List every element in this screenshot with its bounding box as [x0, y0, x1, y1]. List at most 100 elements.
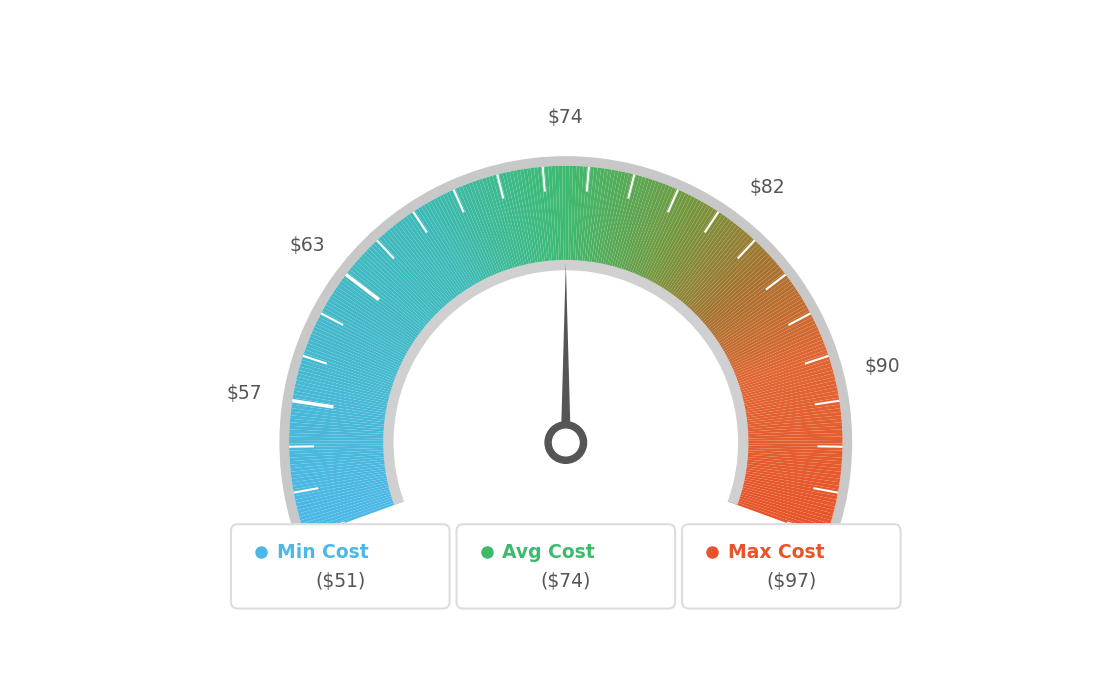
- Wedge shape: [289, 454, 395, 465]
- Wedge shape: [607, 174, 636, 277]
- Wedge shape: [310, 333, 408, 377]
- Wedge shape: [636, 190, 682, 287]
- Wedge shape: [628, 185, 669, 284]
- Wedge shape: [729, 493, 830, 527]
- Wedge shape: [359, 256, 439, 328]
- Wedge shape: [719, 317, 814, 367]
- Wedge shape: [731, 366, 832, 397]
- Wedge shape: [737, 436, 842, 441]
- Wedge shape: [412, 210, 473, 300]
- Wedge shape: [381, 234, 453, 315]
- Wedge shape: [304, 497, 404, 534]
- Wedge shape: [659, 210, 720, 300]
- Wedge shape: [297, 373, 400, 402]
- Wedge shape: [297, 484, 400, 513]
- Wedge shape: [735, 401, 840, 419]
- Wedge shape: [644, 196, 696, 291]
- Wedge shape: [673, 227, 742, 310]
- Wedge shape: [734, 476, 837, 500]
- Wedge shape: [300, 491, 402, 524]
- Wedge shape: [367, 248, 444, 324]
- Wedge shape: [668, 221, 734, 306]
- Wedge shape: [289, 436, 394, 441]
- Wedge shape: [567, 166, 573, 271]
- Wedge shape: [289, 440, 394, 444]
- Wedge shape: [688, 248, 765, 324]
- Wedge shape: [289, 433, 394, 439]
- Wedge shape: [692, 256, 773, 328]
- Wedge shape: [731, 370, 834, 400]
- Wedge shape: [538, 167, 551, 272]
- Wedge shape: [722, 330, 820, 375]
- Wedge shape: [463, 185, 503, 284]
- Wedge shape: [737, 440, 842, 444]
- Wedge shape: [735, 397, 839, 417]
- Wedge shape: [337, 284, 425, 346]
- Wedge shape: [679, 234, 751, 315]
- Wedge shape: [690, 251, 768, 326]
- Wedge shape: [384, 232, 455, 313]
- Wedge shape: [700, 270, 784, 337]
- Wedge shape: [733, 384, 837, 408]
- Wedge shape: [290, 408, 395, 424]
- Wedge shape: [562, 166, 565, 271]
- Wedge shape: [482, 178, 516, 279]
- Wedge shape: [363, 251, 442, 326]
- Wedge shape: [548, 166, 558, 271]
- Wedge shape: [361, 254, 440, 327]
- Wedge shape: [715, 308, 809, 361]
- Wedge shape: [357, 259, 437, 331]
- Wedge shape: [587, 168, 605, 273]
- Text: ($51): ($51): [315, 573, 365, 591]
- Wedge shape: [431, 199, 484, 293]
- Wedge shape: [401, 219, 465, 305]
- Wedge shape: [617, 179, 652, 279]
- Text: $57: $57: [226, 384, 263, 403]
- Wedge shape: [714, 305, 807, 359]
- Wedge shape: [643, 195, 692, 290]
- Wedge shape: [718, 314, 813, 365]
- Wedge shape: [321, 311, 415, 363]
- Wedge shape: [328, 299, 420, 355]
- Wedge shape: [300, 359, 402, 393]
- Wedge shape: [308, 339, 406, 381]
- Text: $97: $97: [853, 544, 889, 563]
- Wedge shape: [736, 461, 841, 475]
- Wedge shape: [726, 346, 827, 385]
- Wedge shape: [298, 370, 401, 400]
- Wedge shape: [295, 384, 399, 408]
- Wedge shape: [325, 305, 417, 359]
- FancyBboxPatch shape: [231, 524, 449, 609]
- Wedge shape: [646, 198, 698, 292]
- Wedge shape: [453, 188, 498, 286]
- Wedge shape: [346, 273, 431, 339]
- Wedge shape: [734, 471, 839, 493]
- Wedge shape: [570, 166, 576, 271]
- Wedge shape: [732, 482, 835, 510]
- Wedge shape: [499, 173, 527, 276]
- Wedge shape: [654, 205, 711, 296]
- Wedge shape: [309, 337, 407, 379]
- Wedge shape: [734, 387, 838, 411]
- Text: ($97): ($97): [766, 573, 817, 591]
- Wedge shape: [298, 486, 401, 517]
- Wedge shape: [574, 166, 584, 271]
- Wedge shape: [295, 478, 399, 503]
- Wedge shape: [650, 201, 704, 294]
- Wedge shape: [730, 359, 831, 393]
- Wedge shape: [691, 254, 771, 327]
- Wedge shape: [289, 443, 394, 447]
- Wedge shape: [616, 178, 649, 279]
- Wedge shape: [626, 184, 666, 283]
- Wedge shape: [314, 327, 410, 373]
- Wedge shape: [729, 357, 830, 391]
- Wedge shape: [294, 474, 397, 496]
- Wedge shape: [291, 404, 396, 421]
- Wedge shape: [331, 293, 422, 351]
- Wedge shape: [291, 467, 396, 486]
- Wedge shape: [392, 225, 460, 309]
- Wedge shape: [736, 408, 841, 424]
- FancyBboxPatch shape: [682, 524, 901, 609]
- Wedge shape: [728, 350, 828, 387]
- Wedge shape: [316, 320, 412, 368]
